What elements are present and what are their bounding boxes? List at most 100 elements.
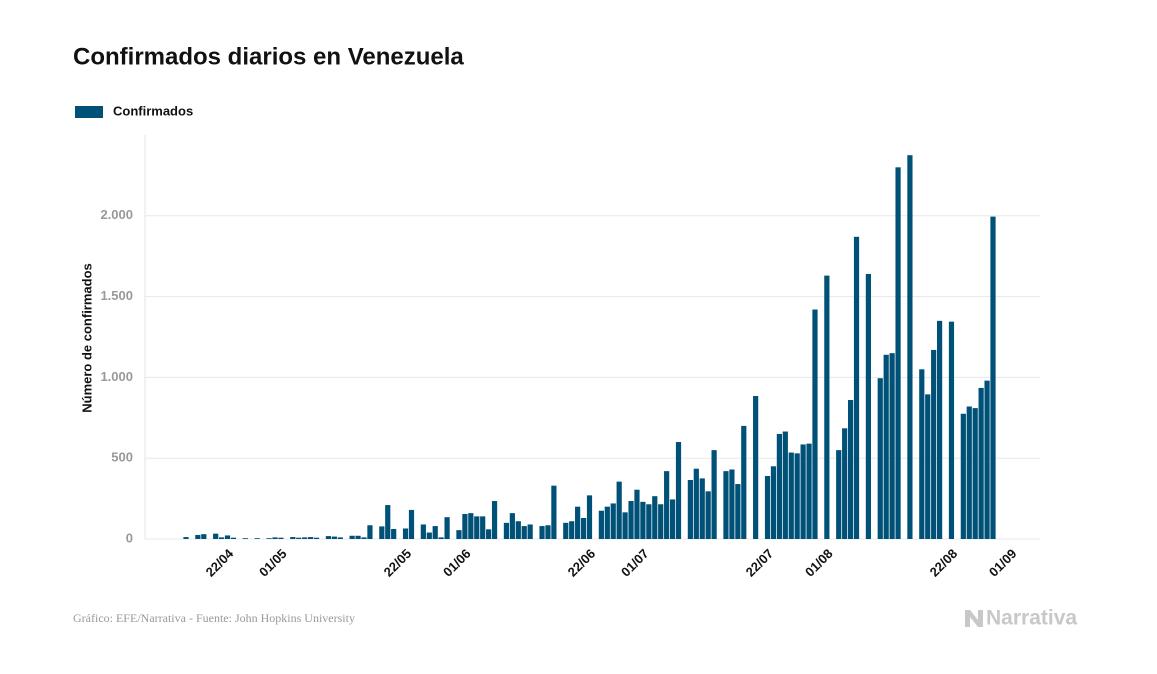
bar: [480, 516, 486, 539]
bar: [865, 273, 871, 539]
bar: [456, 530, 462, 539]
bar: [355, 535, 361, 539]
bar: [705, 491, 711, 539]
bar: [877, 378, 883, 539]
bar: [438, 537, 444, 539]
x-tick-label: 01/08: [802, 546, 836, 580]
legend-swatch: [75, 106, 103, 118]
bar: [224, 535, 231, 539]
bar: [462, 513, 468, 539]
bar: [391, 528, 397, 539]
bar: [658, 504, 664, 539]
bar: [972, 408, 978, 539]
bar: [836, 450, 842, 539]
bar: [610, 503, 616, 539]
bar: [266, 538, 272, 539]
bar: [503, 522, 510, 539]
bar: [468, 513, 474, 539]
bar: [847, 400, 854, 539]
bar: [699, 478, 705, 539]
y-axis-label: Número de confirmados: [79, 263, 94, 413]
bar: [770, 466, 777, 539]
logo-text: Narrativa: [986, 607, 1077, 630]
bar: [711, 450, 717, 539]
bar: [806, 443, 812, 539]
bar: [782, 431, 788, 539]
bar: [842, 428, 848, 539]
bar: [545, 525, 551, 539]
bar: [990, 216, 996, 539]
bar: [931, 349, 937, 539]
bar: [313, 537, 320, 539]
bar: [628, 501, 634, 539]
bar: [794, 453, 800, 539]
bar: [349, 535, 355, 539]
bar: [580, 517, 587, 539]
bar: [527, 524, 533, 539]
bar: [960, 413, 966, 539]
chart-title: Confirmados diarios en Venezuela: [73, 43, 464, 70]
bar: [693, 468, 699, 539]
bar: [361, 537, 367, 539]
bar: [622, 512, 628, 539]
bar: [753, 395, 759, 539]
bar: [201, 534, 207, 539]
bar: [402, 528, 409, 539]
bar: [509, 513, 515, 539]
bar: [230, 537, 237, 539]
bar: [219, 537, 225, 539]
x-tick-label: 22/08: [927, 546, 961, 580]
source-note: Gráfico: EFE/Narrativa - Fuente: John Ho…: [73, 611, 355, 625]
bar: [420, 524, 426, 539]
bar: [729, 469, 735, 539]
x-tick-label: 01/05: [256, 546, 290, 580]
bar: [308, 537, 314, 539]
bar: [521, 526, 527, 539]
x-tick-label: 01/07: [618, 546, 652, 580]
bar: [367, 525, 373, 539]
x-tick-label: 22/07: [743, 546, 777, 580]
bar: [598, 510, 604, 539]
bar: [444, 517, 450, 539]
bar: [183, 537, 189, 539]
bar: [687, 480, 693, 539]
bar: [272, 537, 278, 539]
bar: [895, 167, 901, 539]
x-tick-label: 01/06: [440, 546, 474, 580]
bar: [563, 522, 569, 539]
bar: [515, 521, 521, 539]
bar: [664, 471, 670, 539]
bar: [853, 236, 860, 540]
x-tick-label: 01/09: [986, 546, 1020, 580]
legend-label: Confirmados: [113, 103, 193, 118]
bar: [978, 387, 984, 539]
y-tick-label: 1.500: [100, 288, 133, 303]
bar: [331, 536, 337, 539]
bar: [634, 489, 640, 539]
bar: [984, 380, 990, 539]
bar: [788, 452, 794, 539]
bar: [213, 533, 219, 539]
bar: [296, 537, 302, 539]
bar: [586, 495, 593, 539]
bar: [242, 538, 248, 539]
bar: [936, 320, 943, 539]
bar: [426, 532, 432, 539]
bar: [812, 309, 818, 539]
bar: [776, 433, 782, 539]
logo-icon: [965, 610, 983, 627]
bar: [723, 471, 729, 539]
bar: [325, 536, 332, 539]
bar: [646, 504, 652, 539]
y-tick-label: 1.000: [100, 369, 133, 384]
bar: [491, 501, 498, 539]
bar: [385, 505, 391, 539]
bar: [652, 496, 658, 539]
bar: [616, 481, 622, 539]
bar: [474, 516, 480, 539]
bar: [337, 537, 343, 539]
bar: [302, 537, 308, 539]
bar: [907, 155, 913, 539]
bar: [919, 369, 925, 539]
